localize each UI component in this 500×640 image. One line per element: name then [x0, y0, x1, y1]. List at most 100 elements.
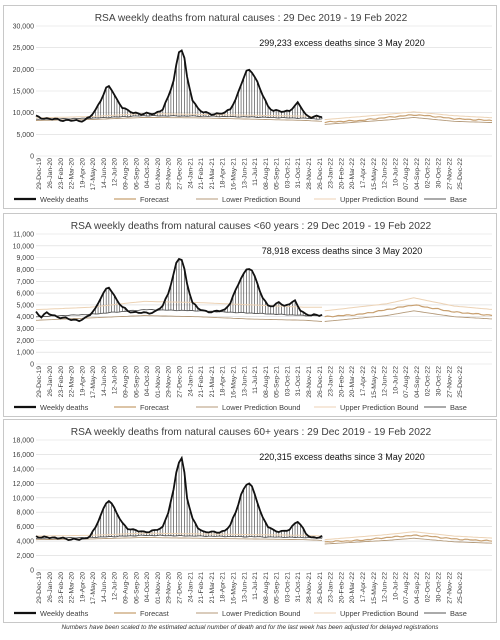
x-tick-label: 23-Feb-20 [58, 158, 65, 190]
y-tick-label: 7,000 [16, 279, 34, 286]
y-tick-label: 0 [30, 568, 34, 575]
x-tick-label: 10-Jul-22 [392, 158, 399, 187]
chart-title: RSA weekly deaths from natural causes <6… [71, 221, 432, 232]
legend-forecast-label: Forecast [140, 195, 169, 204]
x-tick-label: 17-May-20 [90, 366, 97, 399]
x-tick-label: 23-Feb-20 [58, 366, 65, 398]
x-tick-label: 14-Jun-20 [101, 572, 108, 603]
x-tick-label: 18-Apr-21 [220, 572, 227, 602]
legend-lower-bound-label: Lower Prediction Bound [222, 403, 300, 412]
excess-deaths-annotation: 220,315 excess deaths since 3 May 2020 [259, 452, 425, 462]
x-tick-label: 08-Aug-21 [263, 366, 270, 398]
x-tick-label: 29-Dec-19 [36, 366, 43, 398]
y-tick-label: 0 [30, 362, 34, 369]
x-tick-label: 11-Jul-21 [252, 158, 259, 186]
x-tick-label: 26-Dec-21 [317, 366, 324, 398]
x-tick-label: 13-Jun-21 [241, 366, 248, 397]
y-tick-label: 4,000 [16, 539, 34, 546]
x-tick-label: 23-Feb-20 [58, 572, 65, 604]
x-tick-label: 11-Jul-21 [252, 572, 259, 600]
x-tick-label: 20-Feb-22 [338, 158, 345, 190]
x-tick-label: 23-Jan-22 [328, 366, 335, 397]
x-tick-label: 20-Mar-22 [349, 366, 356, 398]
y-tick-label: 16,000 [13, 452, 35, 459]
x-tick-label: 24-Jan-21 [187, 158, 194, 189]
y-tick-label: 20,000 [13, 67, 35, 74]
x-tick-label: 26-Jan-20 [47, 158, 54, 189]
x-tick-label: 23-Jan-22 [328, 572, 335, 603]
x-tick-label: 17-May-20 [90, 572, 97, 605]
y-tick-label: 5,000 [16, 132, 34, 139]
x-tick-label: 05-Sep-21 [274, 158, 281, 190]
x-tick-label: 26-Dec-21 [317, 158, 324, 190]
x-tick-label: 21-Mar-21 [209, 572, 216, 604]
x-tick-label: 17-May-20 [90, 158, 97, 191]
x-tick-label: 13-Jun-21 [241, 158, 248, 189]
x-tick-label: 31-Oct-21 [295, 572, 302, 602]
x-tick-label: 04-Oct-20 [144, 572, 151, 602]
x-tick-label: 12-Jul-20 [112, 366, 119, 395]
x-tick-label: 29-Nov-20 [166, 366, 173, 398]
x-tick-label: 24-Jan-21 [187, 572, 194, 603]
x-tick-label: 18-Apr-21 [220, 158, 227, 188]
x-tick-label: 27-Nov-22 [446, 572, 453, 604]
x-tick-label: 26-Jan-20 [47, 572, 54, 603]
forecast-line [324, 114, 493, 124]
x-tick-label: 27-Dec-20 [177, 366, 184, 398]
x-tick-label: 26-Dec-21 [317, 572, 324, 604]
x-tick-label: 09-Aug-20 [123, 366, 130, 398]
y-tick-label: 5,000 [16, 302, 34, 309]
chart-panel-60-plus: RSA weekly deaths from natural causes 60… [3, 419, 497, 623]
x-tick-label: 04-Sep-22 [414, 158, 421, 190]
x-tick-label: 02-Oct-22 [425, 366, 432, 396]
base-line [35, 309, 322, 318]
x-tick-label: 07-Aug-22 [403, 572, 410, 604]
forecast-upper-bound-line [324, 111, 493, 121]
x-tick-label: 19-Apr-20 [79, 366, 86, 396]
excess-deaths-annotation: 299,233 excess deaths since 3 May 2020 [259, 38, 425, 48]
x-tick-label: 17-Apr-22 [360, 366, 367, 396]
chart-panel-under-60: RSA weekly deaths from natural causes <6… [3, 213, 497, 417]
x-tick-label: 20-Mar-22 [349, 572, 356, 604]
x-tick-label: 11-Jul-21 [252, 366, 259, 394]
weekly-deaths-line [35, 455, 323, 542]
x-tick-label: 18-Apr-21 [220, 366, 227, 396]
x-tick-label: 17-Apr-22 [360, 572, 367, 602]
x-tick-label: 28-Nov-21 [306, 158, 313, 190]
y-tick-label: 15,000 [13, 89, 35, 96]
x-tick-label: 17-Apr-22 [360, 158, 367, 188]
x-tick-label: 29-Nov-20 [166, 572, 173, 604]
x-tick-label: 25-Dec-22 [457, 572, 464, 604]
x-tick-label: 16-May-21 [230, 366, 237, 399]
x-tick-label: 21-Feb-21 [198, 572, 205, 604]
x-tick-label: 27-Nov-22 [446, 158, 453, 190]
legend-lower-bound-label: Lower Prediction Bound [222, 195, 300, 204]
forecast-lower-bound-line [324, 310, 493, 322]
x-tick-label: 02-Oct-22 [425, 158, 432, 188]
x-tick-label: 19-Apr-20 [79, 158, 86, 188]
y-tick-label: 0 [30, 154, 34, 161]
x-tick-label: 14-Jun-20 [101, 366, 108, 397]
legend-lower-bound-label: Lower Prediction Bound [222, 609, 300, 618]
x-tick-label: 20-Mar-22 [349, 158, 356, 190]
x-tick-label: 23-Jan-22 [328, 158, 335, 189]
x-tick-label: 07-Aug-22 [403, 158, 410, 190]
chart-svg-all-ages: RSA weekly deaths from natural causes : … [13, 13, 493, 204]
x-tick-label: 12-Jun-22 [382, 572, 389, 603]
forecast-upper-bound-line [324, 297, 493, 312]
x-tick-label: 06-Sep-20 [133, 366, 140, 398]
x-tick-label: 09-Aug-20 [123, 572, 130, 604]
forecast-lower-bound-line [324, 537, 493, 545]
x-tick-label: 05-Sep-21 [274, 572, 281, 604]
x-tick-label: 20-Feb-22 [338, 366, 345, 398]
y-tick-label: 25,000 [13, 45, 35, 52]
y-tick-label: 2,000 [16, 338, 34, 345]
x-tick-label: 21-Mar-21 [209, 366, 216, 398]
x-tick-label: 24-Jan-21 [187, 366, 194, 397]
upper-bound-line [35, 532, 323, 537]
x-tick-label: 28-Nov-21 [306, 366, 313, 398]
x-tick-label: 26-Jan-20 [47, 366, 54, 397]
x-tick-label: 30-Oct-22 [436, 366, 443, 396]
x-tick-label: 12-Jul-20 [112, 572, 119, 601]
y-tick-label: 9,000 [16, 255, 34, 262]
